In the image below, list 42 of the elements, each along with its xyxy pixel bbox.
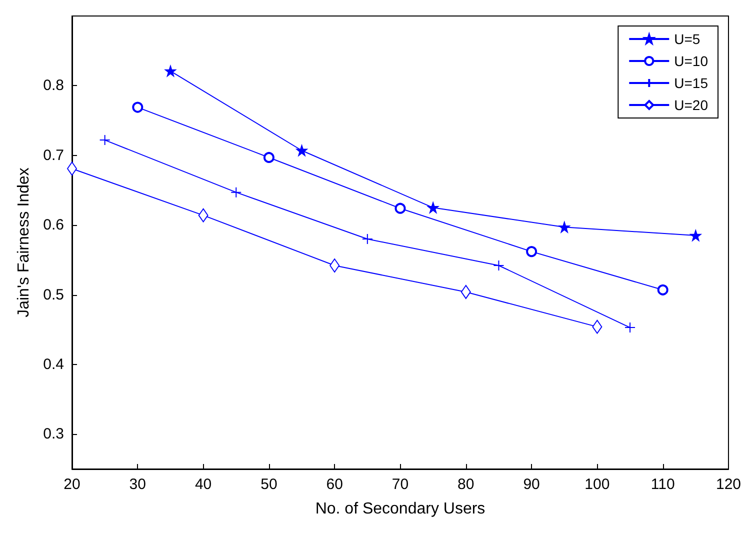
point — [330, 258, 340, 272]
point — [558, 222, 570, 233]
x-tick-label: 40 — [194, 476, 212, 493]
y-tick-label: 0.7 — [43, 146, 64, 164]
point — [132, 102, 144, 113]
x-axis-title: No. of Secondary Users — [315, 500, 486, 518]
y-tick-label: 0.4 — [43, 356, 64, 373]
point — [99, 134, 110, 146]
point — [657, 284, 668, 296]
x-tick-label: 100 — [584, 476, 610, 493]
point — [460, 284, 471, 299]
x-tick-label: 70 — [392, 476, 409, 493]
x-tick-label: 110 — [650, 476, 675, 493]
y-tick-label: 0.6 — [43, 216, 64, 234]
point — [592, 320, 602, 334]
point — [198, 208, 208, 222]
legend-label: U=15 — [674, 75, 708, 91]
x-tick-label: 30 — [129, 476, 146, 493]
point — [394, 202, 406, 214]
y-axis-title: Jain's Fairness Index — [16, 168, 32, 318]
point — [230, 186, 242, 198]
point — [690, 230, 702, 242]
legend-label: U=10 — [674, 53, 708, 69]
x-tick-label: 80 — [458, 476, 474, 493]
y-tick-label: 0.5 — [43, 286, 64, 304]
x-tick-label: 60 — [326, 476, 343, 493]
x-tick-label: 120 — [716, 476, 741, 493]
y-tick-label: 0.8 — [43, 77, 64, 94]
y-tick-label: 0.3 — [43, 426, 64, 443]
x-tick-label: 20 — [64, 476, 80, 493]
point — [362, 234, 373, 245]
point — [164, 66, 176, 77]
legend-label: U=5 — [674, 31, 700, 47]
point — [493, 260, 504, 271]
point — [526, 246, 538, 258]
point — [428, 202, 439, 214]
x-tick-label: 50 — [260, 476, 278, 493]
point — [296, 145, 308, 156]
point — [263, 152, 274, 163]
x-tick-label: 90 — [523, 476, 540, 493]
point — [624, 322, 636, 334]
legend-label: U=20 — [674, 97, 708, 113]
